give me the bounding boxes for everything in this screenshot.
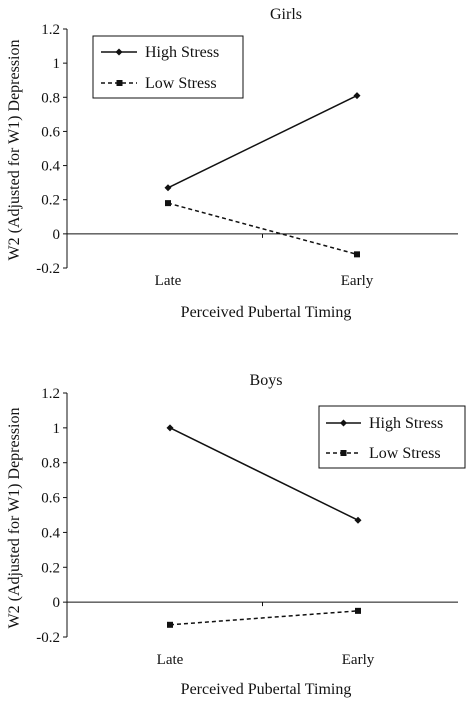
legend-marker-low-stress bbox=[116, 80, 123, 86]
chart-title: Boys bbox=[250, 372, 283, 389]
chart-boys: Boys W2 (Adjusted for W1) Depression Per… bbox=[6, 372, 466, 698]
legend-marker-low-stress bbox=[340, 450, 347, 456]
y-tick-label: 0.4 bbox=[41, 159, 60, 175]
legend-label-low-stress: Low Stress bbox=[369, 445, 441, 462]
y-tick-label: 0.8 bbox=[41, 90, 60, 106]
legend-marker-high-stress bbox=[340, 419, 347, 427]
y-tick-label: 0 bbox=[53, 227, 61, 243]
data-point-low-stress bbox=[354, 251, 360, 258]
x-ticks: Late Early bbox=[155, 273, 374, 289]
series-line-low-stress bbox=[167, 202, 358, 256]
legend-marker-high-stress bbox=[115, 48, 123, 56]
series-group bbox=[164, 92, 361, 258]
y-tick-label: 0.4 bbox=[41, 525, 60, 541]
x-tick-label: Late bbox=[155, 273, 182, 289]
axes bbox=[66, 29, 458, 268]
data-point-low-stress bbox=[355, 607, 361, 614]
series-line-high-stress bbox=[167, 94, 358, 189]
data-point-high-stress bbox=[354, 516, 362, 524]
y-tick-label: 1 bbox=[53, 56, 61, 72]
x-tick-label: Late bbox=[157, 652, 184, 668]
axes bbox=[66, 393, 458, 637]
legend-label-high-stress: High Stress bbox=[145, 44, 219, 61]
y-tick-label: 1.2 bbox=[41, 22, 60, 38]
y-ticks: 1.2 1 0.8 0.6 0.4 0.2 0 -0.2 bbox=[36, 22, 67, 277]
x-tick-label: Early bbox=[342, 652, 375, 668]
y-tick-label: -0.2 bbox=[36, 261, 60, 277]
y-tick-label: 0.2 bbox=[41, 560, 60, 576]
y-tick-label: 0.6 bbox=[41, 124, 60, 140]
y-ticks: 1.2 1 0.8 0.6 0.4 0.2 0 -0.2 bbox=[36, 386, 67, 646]
y-tick-label: 1 bbox=[53, 421, 61, 437]
data-point-high-stress bbox=[353, 92, 361, 100]
y-tick-label: -0.2 bbox=[36, 630, 60, 646]
series-group bbox=[166, 424, 362, 628]
legend: High Stress Low Stress bbox=[92, 35, 244, 99]
y-tick-label: 0.2 bbox=[41, 193, 60, 209]
legend-label-low-stress: Low Stress bbox=[145, 75, 217, 92]
data-point-low-stress bbox=[165, 200, 171, 207]
data-point-low-stress bbox=[167, 621, 173, 628]
data-point-high-stress bbox=[164, 184, 172, 192]
x-axis-label: Perceived Pubertal Timing bbox=[181, 304, 352, 321]
y-axis-label: W2 (Adjusted for W1) Depression bbox=[6, 40, 23, 261]
chart-title: Girls bbox=[270, 6, 302, 23]
y-tick-label: 0.6 bbox=[41, 491, 60, 507]
legend-label-high-stress: High Stress bbox=[369, 415, 443, 432]
legend-box bbox=[318, 405, 466, 469]
y-tick-label: 0 bbox=[53, 595, 61, 611]
x-ticks: Late Early bbox=[157, 652, 375, 668]
chart-girls: Girls W2 (Adjusted for W1) Depression Pe… bbox=[6, 6, 458, 321]
x-axis-label: Perceived Pubertal Timing bbox=[181, 681, 352, 698]
x-tick-label: Early bbox=[341, 273, 374, 289]
series-line-high-stress bbox=[169, 427, 359, 521]
y-tick-label: 0.8 bbox=[41, 456, 60, 472]
legend: High Stress Low Stress bbox=[318, 405, 466, 469]
y-tick-label: 1.2 bbox=[41, 386, 60, 402]
y-axis-label: W2 (Adjusted for W1) Depression bbox=[6, 408, 23, 629]
series-line-low-stress bbox=[169, 610, 359, 626]
legend-box bbox=[92, 35, 244, 99]
data-point-high-stress bbox=[166, 424, 174, 432]
